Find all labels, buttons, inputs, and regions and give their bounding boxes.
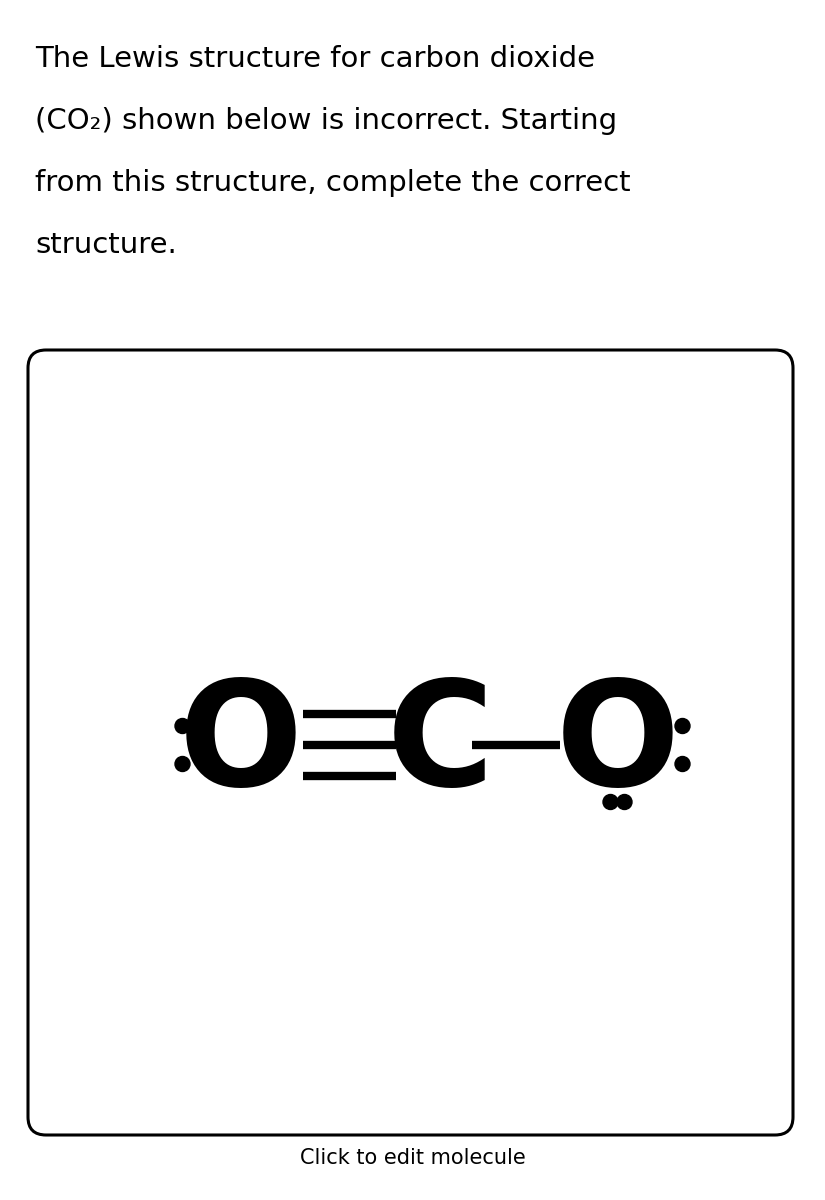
- Text: O: O: [555, 674, 680, 816]
- Circle shape: [603, 794, 618, 810]
- Text: The Lewis structure for carbon dioxide: The Lewis structure for carbon dioxide: [35, 44, 595, 73]
- Text: structure.: structure.: [35, 230, 177, 259]
- Text: C: C: [387, 674, 494, 816]
- Text: Click to edit molecule: Click to edit molecule: [299, 1148, 526, 1168]
- Circle shape: [175, 756, 190, 772]
- Circle shape: [175, 719, 190, 733]
- Circle shape: [617, 682, 632, 696]
- FancyBboxPatch shape: [28, 350, 793, 1135]
- Circle shape: [675, 756, 690, 772]
- Text: (CO₂) shown below is incorrect. Starting: (CO₂) shown below is incorrect. Starting: [35, 107, 617, 134]
- Circle shape: [675, 719, 690, 733]
- Text: O: O: [178, 674, 303, 816]
- Text: from this structure, complete the correct: from this structure, complete the correc…: [35, 169, 630, 197]
- Circle shape: [617, 794, 632, 810]
- Circle shape: [603, 682, 618, 696]
